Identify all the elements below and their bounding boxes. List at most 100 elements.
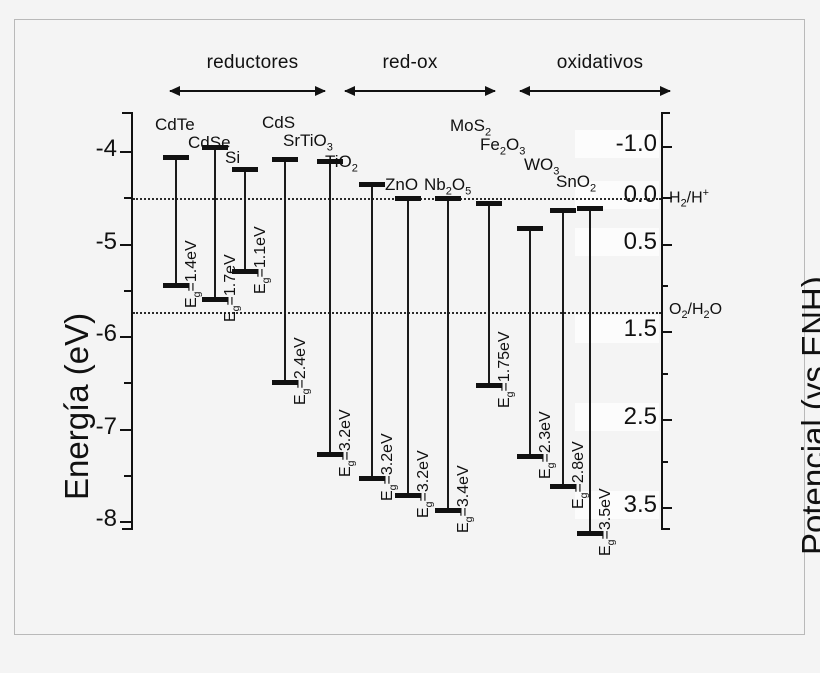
conduction-band-cap-SrTiO3[interactable] [317, 159, 343, 165]
right-tick-0 [661, 146, 672, 149]
right-tick-1 [661, 197, 672, 200]
eg-annotation-CdS: Eg=2.4eV [292, 337, 313, 406]
left-minor-tick-3 [124, 474, 131, 477]
left-ticklabel-3: -7 [95, 412, 117, 440]
left-tick-1 [120, 243, 131, 246]
left-tick-4 [120, 521, 131, 523]
left-axis-line [131, 112, 133, 530]
right-minor-tick-0 [661, 285, 668, 288]
right-axis-bottom-cap [661, 528, 670, 530]
right-axis-line [661, 112, 663, 530]
left-axis-top-cap [122, 112, 131, 114]
valence-band-cap-Nb2O5[interactable] [435, 507, 461, 513]
material-label-TiO2: TiO2 [325, 152, 358, 175]
category-label-red-ox: red-ox [382, 52, 438, 73]
left-axis-title: Energía (eV) [58, 312, 95, 500]
right-tick-3 [661, 331, 672, 334]
eg-annotation-ZnO: Eg=3.2eV [415, 450, 436, 519]
material-label-Si: Si [225, 148, 241, 167]
left-minor-tick-2 [124, 382, 131, 385]
category-label-oxidativos: oxidativos [556, 52, 644, 73]
left-ticklabel-0: -4 [95, 135, 117, 162]
valence-band-cap-WO3[interactable] [550, 483, 576, 489]
right-tick-2 [661, 243, 672, 246]
conduction-band-cap-TiO2[interactable] [359, 182, 385, 188]
material-label-ZnO: ZnO [385, 175, 419, 194]
material-label-MoS2: MoS2 [450, 116, 492, 139]
conduction-band-cap-Nb2O5[interactable] [435, 196, 461, 202]
conduction-band-cap-Fe2O3[interactable] [517, 225, 543, 231]
right-axis-title: Potencial (vs ENH) [795, 276, 820, 555]
valence-band-cap-TiO2[interactable] [359, 476, 385, 482]
left-ticklabel-2: -6 [95, 320, 117, 347]
bar-stem-WO3[interactable] [562, 210, 564, 487]
valence-band-cap-Si[interactable] [232, 269, 258, 275]
redox-label-oxygen: O2/H2O [669, 301, 723, 322]
material-label-Fe2O3: Fe2O3 [480, 135, 526, 158]
eg-annotation-WO3: Eg=2.8eV [570, 441, 591, 509]
conduction-band-cap-Si[interactable] [232, 166, 258, 172]
left-tick-2 [120, 336, 131, 338]
left-axis-bottom-cap [122, 528, 131, 530]
valence-band-cap-Fe2O3[interactable] [517, 454, 543, 460]
bar-stem-TiO2[interactable] [371, 184, 373, 480]
conduction-band-cap-MoS2[interactable] [476, 200, 502, 206]
valence-band-cap-CdSe[interactable] [202, 297, 228, 302]
valence-band-cap-ZnO[interactable] [395, 493, 421, 499]
material-label-WO3: WO3 [524, 155, 560, 178]
bar-stem-ZnO[interactable] [407, 198, 409, 497]
eg-annotation-CdSe: Eg=1.7eV [222, 254, 243, 322]
conduction-band-cap-CdSe[interactable] [202, 145, 228, 151]
bar-stem-MoS2[interactable] [488, 202, 490, 387]
eg-annotation-SnO2: Eg=3.5eV [597, 488, 618, 557]
conduction-band-cap-WO3[interactable] [550, 208, 576, 214]
material-label-SrTiO3: SrTiO3 [283, 131, 333, 154]
valence-band-cap-SrTiO3[interactable] [317, 452, 343, 458]
eg-annotation-Si: Eg=1.1eV [252, 226, 273, 295]
left-ticklabel-4: -8 [95, 505, 117, 532]
bar-stem-Fe2O3[interactable] [529, 227, 531, 458]
material-label-CdSe: CdSe [188, 133, 231, 152]
category-label-reductores: reductores [206, 52, 299, 73]
left-minor-tick-1 [124, 289, 131, 292]
eg-annotation-MoS2: Eg=1.75eV [496, 331, 517, 409]
left-tick-0 [120, 151, 131, 153]
eg-annotation-Nb2O5: Eg=3.4eV [455, 465, 476, 533]
conduction-band-cap-SnO2[interactable] [577, 205, 603, 211]
eg-annotation-SrTiO3: Eg=3.2eV [337, 409, 358, 478]
bar-stem-CdSe[interactable] [214, 147, 216, 300]
bar-stem-CdTe[interactable] [175, 156, 177, 287]
conduction-band-cap-CdTe[interactable] [163, 154, 189, 160]
right-ticklabel-4: 2.5 [575, 403, 659, 432]
bar-stem-SrTiO3[interactable] [329, 161, 331, 456]
left-ticklabel-1: -5 [95, 227, 117, 255]
material-label-Nb2O5: Nb2O5 [424, 175, 472, 198]
category-arrow-reductores [169, 86, 326, 96]
bar-stem-CdS[interactable] [284, 159, 286, 384]
left-minor-tick-0 [124, 197, 131, 200]
right-minor-tick-1 [661, 373, 668, 375]
right-ticklabel-3: 1.5 [575, 315, 659, 344]
valence-band-cap-MoS2[interactable] [476, 383, 502, 389]
bar-stem-SnO2[interactable] [589, 207, 591, 535]
left-tick-3 [120, 428, 131, 431]
valence-band-cap-CdTe[interactable] [163, 283, 189, 289]
right-ticklabel-0: -1.0 [575, 130, 659, 159]
conduction-band-cap-CdS[interactable] [272, 157, 298, 163]
eg-annotation-Fe2O3: Eg=2.3eV [537, 411, 558, 480]
valence-band-cap-SnO2[interactable] [577, 531, 603, 537]
right-axis-top-cap [661, 112, 670, 114]
right-ticklabel-2: 0.5 [575, 227, 659, 256]
bar-stem-Nb2O5[interactable] [447, 198, 449, 511]
bar-stem-Si[interactable] [244, 168, 246, 273]
material-label-CdS: CdS [262, 113, 296, 132]
conduction-band-cap-ZnO[interactable] [395, 196, 421, 202]
redox-line-oxygen [133, 312, 661, 315]
material-label-SnO2: SnO2 [556, 172, 597, 195]
material-label-CdTe: CdTe [155, 115, 195, 134]
valence-band-cap-CdS[interactable] [272, 380, 298, 386]
eg-annotation-TiO2: Eg=3.2eV [379, 433, 400, 502]
eg-annotation-CdTe: Eg=1.4eV [183, 240, 204, 309]
redox-label-hydrogen: H2/H+ [669, 187, 709, 210]
